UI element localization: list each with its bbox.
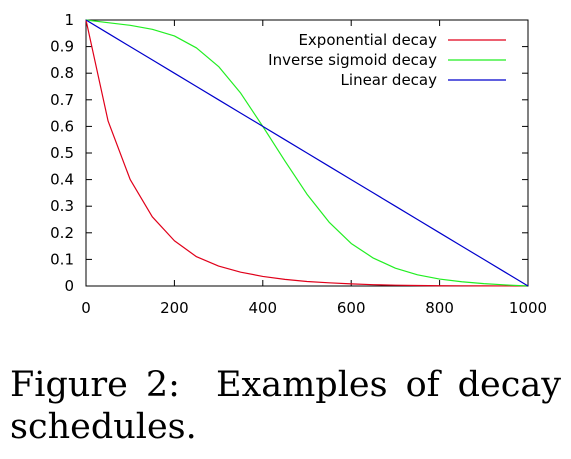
legend: Exponential decay Inverse sigmoid decay Li… (268, 31, 506, 89)
x-tick-label: 600 (337, 299, 366, 317)
x-tick-label: 1000 (509, 299, 547, 317)
x-tick-label: 400 (248, 299, 277, 317)
y-tick-label: 0.3 (50, 197, 74, 215)
y-tick-label: 0.9 (50, 38, 74, 56)
y-tick-label: 0.2 (50, 224, 74, 242)
y-tick-label: 1 (64, 11, 74, 29)
legend-label-1: Inverse sigmoid decay (268, 51, 437, 69)
y-tick-label: 0.6 (50, 117, 74, 135)
legend-label-2: Linear decay (341, 71, 438, 89)
x-tick-label: 200 (160, 299, 189, 317)
y-tick-label: 0.5 (50, 144, 74, 162)
decay-chart: 0 0.1 0.2 0.3 0.4 0.5 0.6 0.7 0.8 0.9 1 0 200 400 600… (0, 0, 571, 330)
y-tick-label: 0.7 (50, 91, 74, 109)
caption-label: Figure 2: (10, 365, 180, 405)
x-tick-label: 0 (81, 299, 91, 317)
y-tick-label: 0.8 (50, 64, 74, 82)
figure-caption: Figure 2: Examples of decay schedules. (10, 364, 561, 448)
y-tick-label: 0.4 (50, 171, 74, 189)
legend-label-0: Exponential decay (298, 31, 437, 49)
y-tick-label: 0.1 (50, 250, 74, 268)
y-tick-label: 0 (64, 277, 74, 295)
x-tick-label: 800 (425, 299, 454, 317)
